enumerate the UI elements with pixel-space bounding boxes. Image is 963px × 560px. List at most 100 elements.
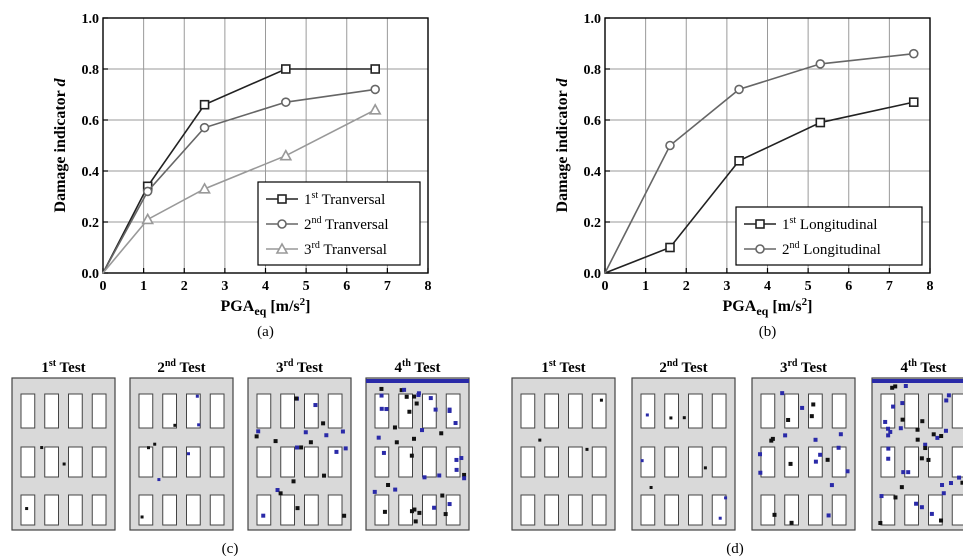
crack-mark — [890, 385, 895, 390]
crack-mark — [599, 398, 603, 402]
crack-mark — [669, 416, 673, 420]
legend: 1st Tranversal 2nd Tranversal 3rd Tranvers… — [257, 181, 421, 266]
crack-mark — [433, 407, 438, 412]
test-title: 3rd Test — [276, 358, 323, 376]
window-opening — [209, 393, 225, 429]
crack-mark — [422, 475, 427, 480]
crack-mark — [789, 520, 794, 525]
crack-mark — [379, 406, 384, 411]
crack-mark — [943, 428, 948, 433]
crack-mark — [392, 425, 397, 430]
crack-mark — [649, 485, 653, 489]
crack-mark — [343, 446, 348, 451]
y-tick-label: 0.0 — [584, 267, 602, 282]
crack-mark — [935, 435, 940, 440]
panel-label: (a) — [257, 324, 274, 340]
data-point — [279, 149, 293, 161]
window-opening — [711, 393, 727, 429]
chart-b: 0 1 2 3 4 5 6 7 8 0.0 0.2 0.4 0.6 0.8 1.0 Damage indica… — [554, 12, 934, 340]
window-opening — [544, 446, 559, 478]
crack-mark — [295, 506, 300, 511]
crack-mark — [376, 435, 381, 440]
x-tick-label: 2 — [683, 279, 690, 294]
window-opening — [664, 393, 679, 429]
window-opening — [374, 446, 390, 478]
crack-mark — [459, 456, 464, 461]
window-opening — [256, 494, 272, 526]
crack-mark — [382, 509, 387, 514]
window-opening — [808, 393, 823, 429]
crack-mark — [915, 427, 920, 432]
crack-mark — [412, 507, 417, 512]
window-opening — [138, 393, 154, 429]
window-opening — [280, 494, 295, 526]
window-opening — [784, 393, 799, 429]
y-tick-label: 0.6 — [82, 114, 100, 129]
crack-mark — [845, 469, 850, 474]
window-opening — [951, 446, 963, 478]
crack-mark — [538, 438, 542, 442]
window-opening — [398, 393, 413, 429]
crack-mark — [254, 434, 259, 439]
wall-test: 1st Test — [11, 358, 116, 531]
crack-mark — [809, 414, 814, 419]
crack-mark — [420, 428, 425, 433]
data-point — [734, 156, 744, 166]
crack-mark — [826, 513, 831, 518]
x-tick-label: 7 — [886, 279, 893, 294]
crack-mark — [772, 512, 777, 517]
crack-mark — [303, 430, 308, 435]
crack-mark — [640, 459, 644, 463]
crack-mark — [428, 396, 433, 401]
data-point — [908, 48, 919, 59]
crack-mark — [818, 452, 823, 457]
crack-mark — [906, 470, 911, 475]
window-opening — [304, 393, 319, 429]
window-opening — [544, 393, 559, 429]
data-point — [755, 219, 765, 229]
window-opening — [68, 446, 83, 478]
crack-mark — [25, 507, 29, 511]
window-opening — [688, 446, 703, 478]
crack-mark — [829, 483, 834, 488]
crack-mark — [256, 429, 261, 434]
crack-mark — [384, 407, 389, 412]
y-tick-label: 0.4 — [82, 165, 100, 180]
crack-mark — [340, 429, 345, 434]
y-axis-label: Damage indicator d — [554, 78, 571, 213]
window-opening — [640, 393, 656, 429]
legend-label: 2nd Longitudinal — [782, 240, 881, 258]
window-opening — [422, 494, 437, 526]
y-tick-label: 0.2 — [82, 216, 100, 231]
crack-mark — [825, 457, 830, 462]
crack-mark — [379, 393, 384, 398]
data-point — [142, 186, 153, 197]
window-opening — [568, 494, 583, 526]
window-opening — [831, 494, 847, 526]
y-tick-label: 0.2 — [584, 216, 602, 231]
x-tick-label: 1 — [140, 279, 147, 294]
window-opening — [760, 494, 776, 526]
crack-mark — [299, 445, 304, 450]
crack-mark — [946, 393, 951, 398]
window-opening — [904, 393, 919, 429]
window-opening — [928, 446, 943, 478]
legend-box — [735, 206, 923, 266]
data-point — [370, 84, 380, 95]
window-opening — [904, 494, 919, 526]
crack-mark — [941, 491, 946, 496]
chart-a: 0 1 2 3 4 5 6 7 8 0.0 0.2 0.4 0.6 0.8 1.0 Damage indica… — [52, 12, 432, 340]
crack-mark — [900, 401, 905, 406]
crack-mark — [146, 446, 150, 450]
window-opening — [91, 494, 107, 526]
crack-mark — [898, 426, 903, 431]
crack-mark — [447, 408, 452, 413]
crack-mark — [879, 494, 884, 499]
crack-mark — [836, 445, 841, 450]
crack-mark — [878, 520, 883, 525]
test-title: 1st Test — [41, 358, 85, 376]
crack-mark — [62, 462, 66, 466]
crack-mark — [399, 388, 404, 393]
data-point — [815, 59, 826, 69]
